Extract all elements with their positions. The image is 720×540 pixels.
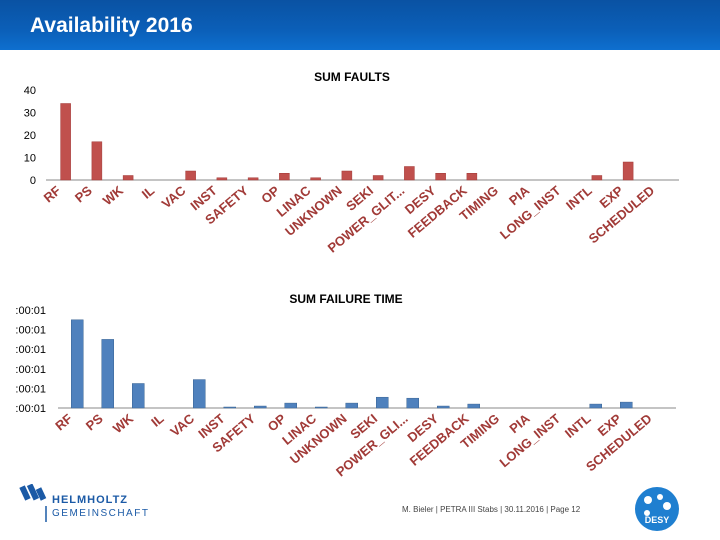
y-tick-label: :00:01 <box>15 383 46 395</box>
bar <box>185 170 196 181</box>
bar <box>435 173 446 181</box>
chart-title: SUM FAILURE TIME <box>289 292 402 306</box>
category-label: RF <box>41 183 64 206</box>
category-label: PS <box>83 411 106 434</box>
bar <box>341 170 353 181</box>
bar <box>591 175 603 181</box>
bar <box>60 103 71 181</box>
y-tick-label: 0 <box>30 175 36 187</box>
bar <box>622 161 634 181</box>
y-tick-label: 40 <box>24 85 36 97</box>
category-label: LONG_INST <box>497 183 564 242</box>
y-tick-label: :00:01 <box>15 403 46 415</box>
bar <box>247 177 259 181</box>
bar <box>437 405 450 409</box>
bar <box>132 383 145 409</box>
chart-title: SUM FAULTS <box>314 70 390 84</box>
bar <box>91 141 103 181</box>
helmholtz-icon <box>19 483 47 522</box>
bar <box>345 402 358 409</box>
bar <box>589 403 602 409</box>
category-label: PS <box>72 183 95 206</box>
category-label: IL <box>148 411 167 430</box>
category-label: WK <box>100 182 127 208</box>
bar <box>467 403 480 409</box>
bar <box>101 339 114 409</box>
bar <box>310 177 321 181</box>
page-title: Availability 2016 <box>30 14 193 37</box>
helmholtz-logo: HELMHOLTZ GEMEINSCHAFT <box>16 483 176 530</box>
bar <box>254 405 267 409</box>
desy-icon <box>635 487 679 531</box>
category-label: RF <box>52 411 75 434</box>
category-label: VAC <box>159 182 189 211</box>
y-tick-label: :00:01 <box>15 364 46 376</box>
bar <box>122 175 134 181</box>
bar <box>193 379 206 409</box>
bar <box>216 177 228 181</box>
y-tick-label: :00:01 <box>15 344 46 356</box>
y-tick-label: 10 <box>24 153 36 165</box>
footer-caption: M. Bieler | PETRA III Stabs | 30.11.2016… <box>402 505 581 514</box>
bar <box>223 406 236 409</box>
y-tick-label: :00:01 <box>15 325 46 337</box>
category-label: IL <box>139 183 158 202</box>
bar <box>284 402 297 409</box>
bar <box>404 166 415 181</box>
y-tick-label: 30 <box>24 108 36 120</box>
bar <box>620 401 633 409</box>
bar <box>372 175 384 181</box>
bar <box>376 396 389 409</box>
category-label: INTL <box>562 411 594 441</box>
gemeinschaft-label: GEMEINSCHAFT <box>52 508 150 519</box>
bar <box>315 406 328 409</box>
category-label: INTL <box>563 183 595 213</box>
y-tick-label: 20 <box>24 130 36 142</box>
header-banner: Availability 2016 <box>0 0 720 58</box>
category-label: WK <box>110 410 137 436</box>
category-label: VAC <box>167 410 197 439</box>
desy-label: DESY <box>644 515 670 525</box>
header-bar <box>0 0 720 50</box>
bar <box>466 173 478 181</box>
desy-logo: DESY <box>634 486 680 532</box>
helmholtz-label: HELMHOLTZ <box>52 494 129 506</box>
bar <box>279 173 290 181</box>
bar <box>406 397 419 409</box>
bar <box>71 319 84 409</box>
y-tick-label: :00:01 <box>15 305 46 317</box>
